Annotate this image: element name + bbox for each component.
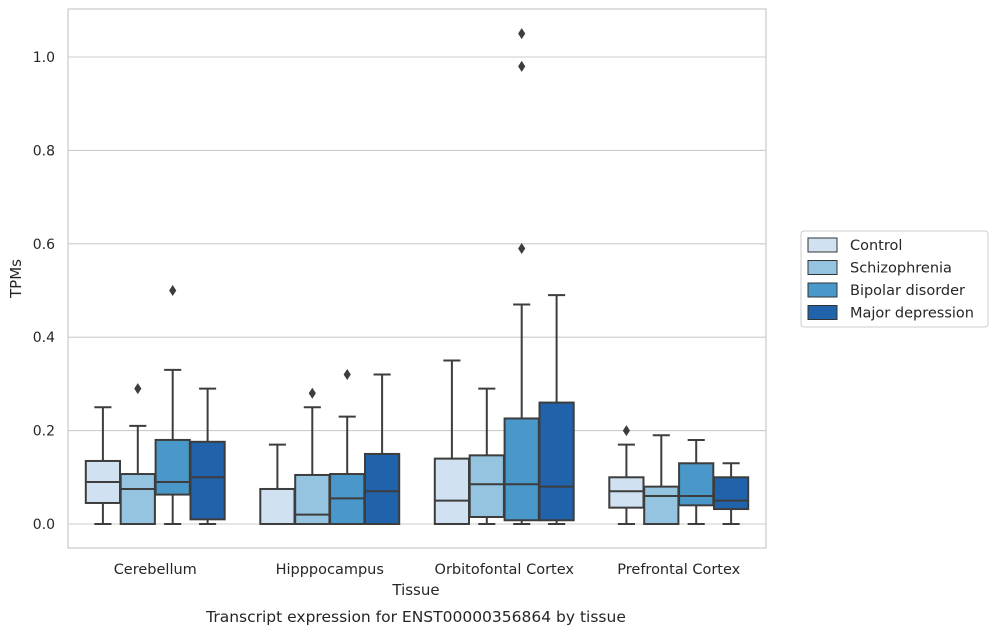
x-tick-label: Prefrontal Cortex	[617, 562, 740, 578]
x-axis-label: Tissue	[391, 581, 439, 599]
box-schizophrenia-prefrontal-cortex	[643, 434, 680, 526]
outlier-point	[134, 383, 142, 395]
box-schizophrenia-cerebellum	[119, 383, 156, 526]
box-major-depression-prefrontal-cortex	[712, 462, 750, 525]
y-tick-labels: 0.0 0.2 0.4 0.6 0.8 1.0	[33, 50, 55, 533]
box-major-depression-orbitofontal-cortex	[538, 294, 575, 525]
legend-swatch	[807, 237, 838, 253]
y-axis-label: TPMs	[7, 259, 25, 299]
box	[433, 457, 471, 525]
box-major-depression-hipppocampus	[363, 373, 401, 526]
box-control-hipppocampus	[259, 443, 296, 526]
plot-frame	[67, 8, 767, 549]
box	[189, 440, 226, 521]
box	[538, 401, 575, 522]
legend-label: Bipolar disorder	[850, 283, 965, 299]
box	[712, 476, 750, 511]
x-tick-label: Orbitofontal Cortex	[435, 562, 575, 578]
box-bipolar-disorder-orbitofontal-cortex	[503, 28, 540, 525]
box-schizophrenia-orbitofontal-cortex	[468, 387, 505, 525]
legend-label: Control	[850, 238, 902, 254]
legend: Control Schizophrenia Bipolar disorder Majo…	[800, 230, 989, 328]
box	[643, 485, 680, 526]
box-control-orbitofontal-cortex	[433, 359, 471, 525]
y-tick-label: 0.6	[33, 237, 55, 253]
outlier-point	[518, 28, 526, 40]
outlier-point	[308, 387, 316, 399]
y-tick-label: 1.0	[33, 50, 55, 66]
box	[154, 438, 191, 496]
box-control-prefrontal-cortex	[608, 425, 645, 525]
y-tick-label: 0.0	[33, 517, 55, 533]
box-layer	[84, 28, 750, 526]
chart-caption: Transcript expression for ENST0000035686…	[205, 608, 626, 626]
box-major-depression-cerebellum	[189, 387, 226, 525]
x-tick-label: Cerebellum	[114, 562, 197, 578]
legend-label: Schizophrenia	[850, 261, 952, 277]
box-schizophrenia-hipppocampus	[294, 387, 331, 525]
legend-label: Major depression	[850, 306, 974, 322]
outlier-point	[518, 60, 526, 72]
box-control-cerebellum	[84, 406, 122, 525]
x-tick-label: Hipppocampus	[276, 562, 384, 578]
box-bipolar-disorder-prefrontal-cortex	[678, 438, 715, 525]
y-tick-label: 0.2	[33, 424, 55, 440]
y-tick-label: 0.8	[33, 143, 55, 159]
box	[503, 417, 540, 522]
outlier-point	[343, 369, 351, 381]
box	[468, 454, 505, 518]
box-bipolar-disorder-hipppocampus	[329, 369, 366, 526]
outlier-point	[518, 242, 526, 254]
box	[294, 473, 331, 525]
box-bipolar-disorder-cerebellum	[154, 285, 191, 525]
legend-swatch	[807, 260, 838, 275]
legend-frame	[800, 230, 989, 328]
outlier-point	[622, 425, 630, 437]
box	[363, 452, 401, 526]
box	[119, 473, 156, 526]
box	[259, 487, 296, 526]
outlier-point	[169, 285, 177, 296]
legend-swatch	[807, 282, 838, 298]
box	[678, 462, 715, 507]
box	[608, 476, 645, 509]
x-tick-labels: Cerebellum Hipppocampus Orbitofontal Corte…	[114, 562, 741, 578]
y-tick-label: 0.4	[33, 330, 55, 346]
legend-swatch	[807, 305, 838, 320]
